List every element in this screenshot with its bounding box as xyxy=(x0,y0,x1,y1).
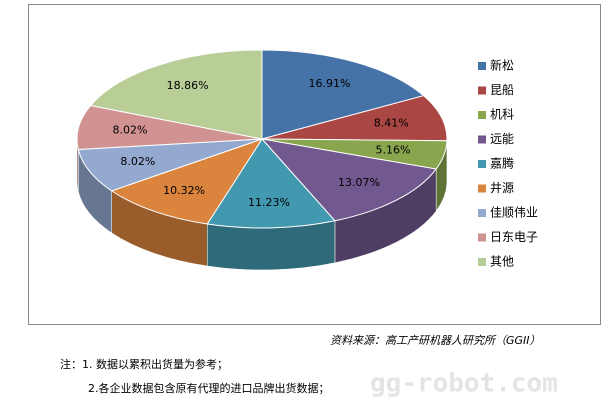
legend-label: 嘉腾 xyxy=(490,156,514,171)
legend-label: 其他 xyxy=(490,255,514,269)
legend-swatch xyxy=(478,233,486,242)
legend-swatch xyxy=(478,62,486,70)
watermark: gg-robot.com xyxy=(370,369,558,399)
legend-swatch xyxy=(478,111,486,119)
note: 注：1. 数据以累积出货量为参考； xyxy=(60,357,228,371)
legend-label: 机科 xyxy=(490,108,514,122)
data-label: 16.91% xyxy=(309,77,351,90)
data-label: 8.41% xyxy=(374,117,409,130)
slice xyxy=(260,138,438,222)
legend-label: 井源 xyxy=(490,181,514,195)
legend-swatch xyxy=(478,184,486,193)
slice xyxy=(110,138,264,225)
legend-swatch xyxy=(478,160,486,168)
slice xyxy=(89,49,263,140)
legend-swatch xyxy=(478,135,486,144)
data-label: 8.02% xyxy=(120,155,155,168)
source: 资料来源：高工产研机器人研究所（GGII） xyxy=(330,334,541,347)
slice xyxy=(77,138,263,192)
legend-swatch xyxy=(478,86,486,95)
slice xyxy=(76,104,263,151)
slice xyxy=(261,95,448,142)
data-label: 10.32% xyxy=(163,184,205,197)
legend-label: 新松 xyxy=(490,58,514,73)
data-label: 5.16% xyxy=(376,144,411,157)
data-label: 18.86% xyxy=(167,79,209,92)
note: 2.各企业数据包含原有代理的进口品牌出货数据； xyxy=(88,381,330,395)
legend-swatch xyxy=(478,258,486,266)
slice xyxy=(206,138,336,229)
legend-label: 佳顺伟业 xyxy=(490,206,538,220)
data-label: 11.23% xyxy=(248,196,290,209)
legend-label: 昆船 xyxy=(490,83,514,97)
data-label: 13.07% xyxy=(338,176,380,189)
legend-swatch xyxy=(478,209,486,217)
legend-label: 日东电子 xyxy=(490,230,538,244)
data-label: 8.02% xyxy=(113,123,148,136)
slice xyxy=(261,49,425,140)
legend-label: 远能 xyxy=(490,132,514,146)
